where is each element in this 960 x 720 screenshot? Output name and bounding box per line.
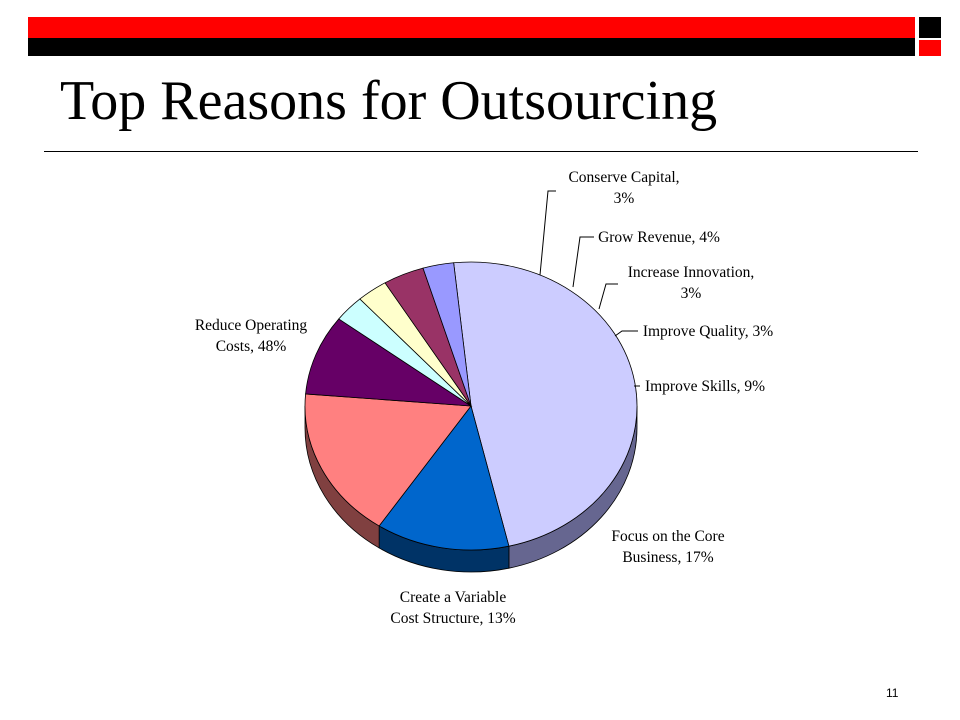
label-grow-revenue: Grow Revenue, 4% bbox=[598, 229, 720, 246]
header-corner-red bbox=[919, 40, 941, 56]
slice-create-a-variable-cost-structure bbox=[378, 405, 510, 551]
leader-grow-revenue bbox=[572, 236, 594, 288]
leader-increase-innovation bbox=[598, 283, 618, 310]
label-reduce-operating-costs: Reduce Operating Costs, 48% bbox=[195, 317, 308, 355]
header-bar-black bbox=[28, 38, 915, 56]
label-focus-on-the-core-business: Focus on the Core Business, 17% bbox=[611, 528, 724, 566]
leader-conserve-capital bbox=[539, 190, 556, 276]
leader-lines bbox=[539, 190, 640, 387]
label-conserve-capital: Conserve Capital, 3% bbox=[568, 169, 679, 207]
slice-conserve-capital bbox=[422, 262, 472, 407]
header-corner-black bbox=[919, 17, 941, 38]
page-number: 11 bbox=[886, 686, 899, 700]
slide-title: Top Reasons for Outsourcing bbox=[60, 70, 718, 132]
slice-labels: Reduce Operating Costs, 48% Create a Varia… bbox=[195, 169, 773, 627]
label-improve-quality: Improve Quality, 3% bbox=[643, 323, 773, 340]
slice-focus-on-the-core-business bbox=[304, 393, 472, 527]
title-divider bbox=[44, 151, 918, 152]
label-increase-innovation: Increase Innovation, 3% bbox=[628, 264, 755, 302]
label-create-a-variable-cost-structure: Create a Variable Cost Structure, 13% bbox=[390, 589, 515, 627]
slice-improve-skills bbox=[305, 318, 473, 407]
slice-reduce-operating-costs bbox=[453, 261, 638, 547]
header-bar-red bbox=[28, 17, 915, 38]
leader-improve-quality bbox=[614, 330, 638, 337]
label-improve-skills: Improve Skills, 9% bbox=[645, 378, 765, 395]
pie-slices bbox=[304, 261, 638, 551]
